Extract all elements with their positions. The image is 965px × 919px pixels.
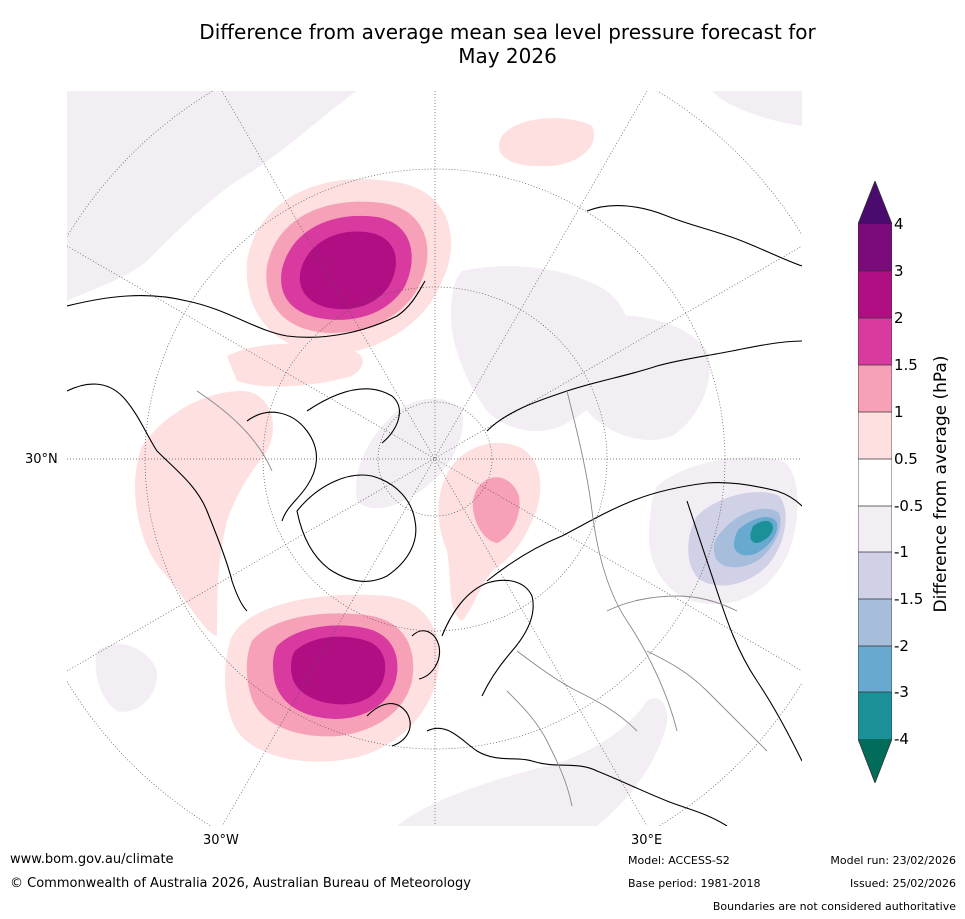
chart-title: Difference from average mean sea level p… [150, 20, 865, 68]
positive-anomaly-north-pacific [246, 179, 452, 354]
title-line-2: May 2026 [458, 44, 557, 68]
colorbar-extend-top [858, 181, 892, 224]
negative-anomaly-east-asia [688, 492, 786, 586]
colorbar-swatch [858, 506, 892, 552]
country-borders [196, 390, 768, 807]
positive-anomaly-north-atlantic [225, 594, 440, 762]
colorbar-tick: -4 [894, 730, 909, 748]
colorbar-swatch [858, 692, 892, 739]
colorbar-label: Difference from average (hPa) [931, 355, 951, 613]
anomaly-neg-region [67, 91, 357, 301]
anomaly-neg-region [565, 315, 710, 440]
colorbar-tick: 0.5 [894, 450, 918, 468]
colorbar-tick: -1 [894, 543, 909, 561]
colorbar-tick: 3 [894, 262, 904, 280]
anomaly-neg-region [95, 643, 158, 712]
lat-label-30n: 30°N [25, 452, 58, 467]
colorbar [858, 181, 892, 783]
pressure-anomaly-map [67, 91, 802, 826]
anomaly-neg-region [712, 91, 802, 126]
colorbar-tick: 4 [894, 215, 904, 233]
graticule [67, 91, 802, 826]
anomaly-pos-region [498, 118, 595, 167]
colorbar-swatch [858, 599, 892, 646]
model-run-text: Model run: 23/02/2026 [830, 854, 956, 867]
colorbar-tick: 2 [894, 309, 904, 327]
copyright-text: © Commonwealth of Australia 2026, Austra… [10, 876, 471, 891]
colorbar-swatch [858, 224, 892, 271]
disclaimer-text: Boundaries are not considered authoritat… [712, 900, 956, 913]
anomaly-neg-region [397, 698, 668, 826]
colorbar-swatch [858, 318, 892, 365]
website-link[interactable]: www.bom.gov.au/climate [10, 852, 174, 867]
colorbar-swatch [858, 552, 892, 599]
colorbar-swatch [858, 459, 892, 506]
positive-anomaly-barents-sea [438, 442, 541, 621]
model-text: Model: ACCESS-S2 [628, 854, 730, 867]
lon-label-30w: 30°W [203, 833, 239, 848]
base-period-text: Base period: 1981-2018 [628, 877, 761, 890]
coastlines [67, 205, 802, 826]
lon-label-30e: 30°E [631, 833, 663, 848]
colorbar-swatch [858, 412, 892, 459]
colorbar-swatch [858, 646, 892, 692]
anomaly-pos-region [134, 391, 273, 636]
issued-text: Issued: 25/02/2026 [849, 877, 956, 890]
colorbar-swatch [858, 365, 892, 412]
colorbar-tick: 1.5 [894, 356, 918, 374]
anomaly-neg-region [356, 398, 463, 509]
anomaly-pos-region [227, 343, 363, 387]
title-line-1: Difference from average mean sea level p… [199, 20, 816, 44]
colorbar-extend-bottom [858, 739, 892, 783]
colorbar-swatch [858, 271, 892, 318]
colorbar-tick: -3 [894, 683, 909, 701]
colorbar-tick: -2 [894, 637, 909, 655]
colorbar-tick: -1.5 [894, 590, 924, 608]
colorbar-tick: -0.5 [894, 497, 924, 515]
colorbar-tick: 1 [894, 403, 904, 421]
